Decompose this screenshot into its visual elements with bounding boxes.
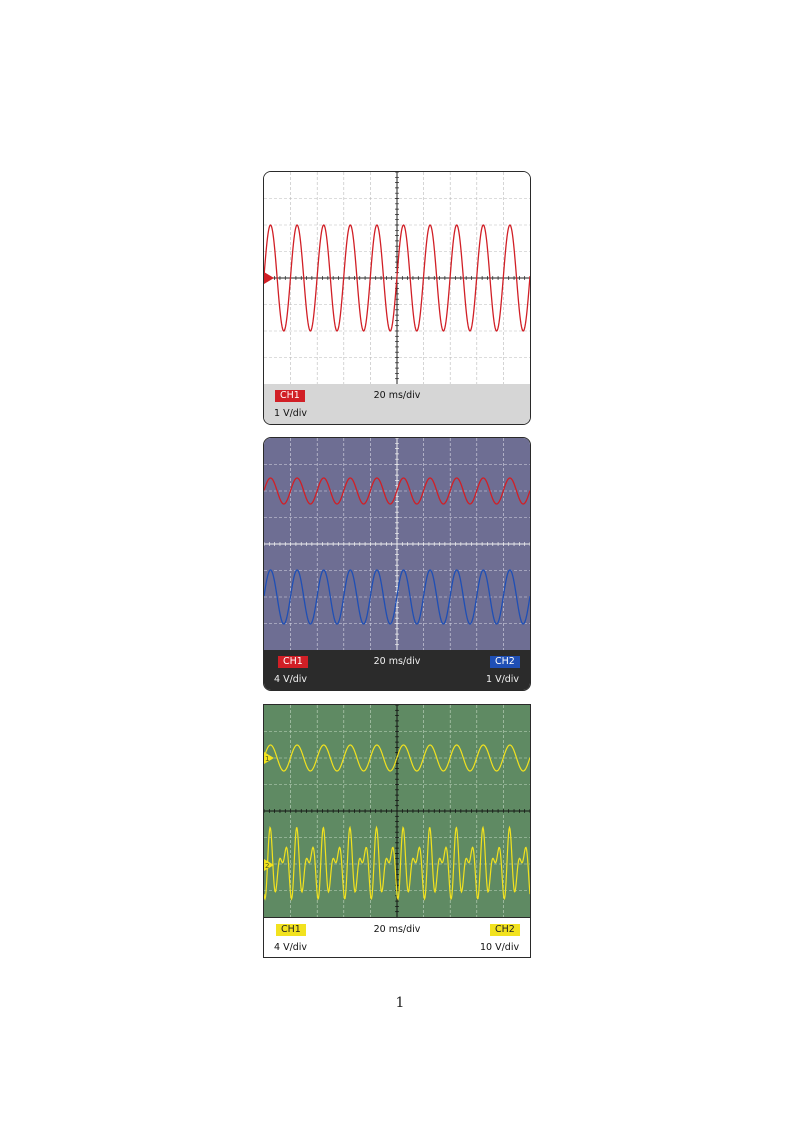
scope-1-timebase: 20 ms/div — [373, 390, 421, 401]
scope-2-ch1-trace — [264, 477, 530, 505]
scope-3-ch1-badge: CH1 — [276, 924, 306, 936]
scope-1-footer: CH1 20 ms/div 1 V/div — [264, 384, 530, 424]
scope-2-ch1-scale: 4 V/div — [274, 674, 308, 685]
scope-1-screen — [264, 172, 530, 384]
scope-2-ch1-badge: CH1 — [278, 656, 308, 668]
scope-2-timebase: 20 ms/div — [373, 656, 421, 667]
oscilloscope-3: 1 2 CH1 20 ms/div CH2 4 V/div 10 V/div — [263, 704, 531, 958]
scope-3-ch2-trace — [264, 825, 530, 901]
scope-3-screen: 1 2 — [264, 705, 530, 917]
scope-3-ch2-marker-label: 2 — [265, 862, 269, 870]
oscilloscope-1: CH1 20 ms/div 1 V/div — [263, 171, 531, 425]
scope-3-ch2-marker — [264, 859, 274, 871]
scope-3-ch1-marker-label: 1 — [265, 755, 269, 763]
scope-2-screen — [264, 438, 530, 650]
scope-3-ch2-scale: 10 V/div — [480, 942, 520, 953]
scope-3-ch1-scale: 4 V/div — [274, 942, 308, 953]
scope-1-ch1-badge: CH1 — [275, 390, 305, 402]
scope-3-ch1-trace — [264, 744, 530, 772]
scope-2-ch2-badge: CH2 — [490, 656, 520, 668]
scope-1-grid — [264, 172, 530, 384]
scope-1-ch1-marker — [264, 272, 274, 284]
scope-1-ch1-scale: 1 V/div — [274, 408, 308, 419]
scope-3-timebase: 20 ms/div — [373, 924, 421, 935]
oscilloscope-2: CH1 20 ms/div CH2 4 V/div 1 V/div — [263, 437, 531, 691]
scope-2-ch2-scale: 1 V/div — [486, 674, 520, 685]
scope-2-footer: CH1 20 ms/div CH2 4 V/div 1 V/div — [264, 650, 530, 690]
scope-3-ch1-marker — [264, 752, 274, 764]
scope-2-ch2-trace — [264, 569, 530, 625]
scope-1-ch1-trace — [264, 224, 530, 332]
scope-3-footer: CH1 20 ms/div CH2 4 V/div 10 V/div — [264, 917, 530, 957]
page-number: 1 — [395, 995, 405, 1011]
scope-3-ch2-badge: CH2 — [490, 924, 520, 936]
